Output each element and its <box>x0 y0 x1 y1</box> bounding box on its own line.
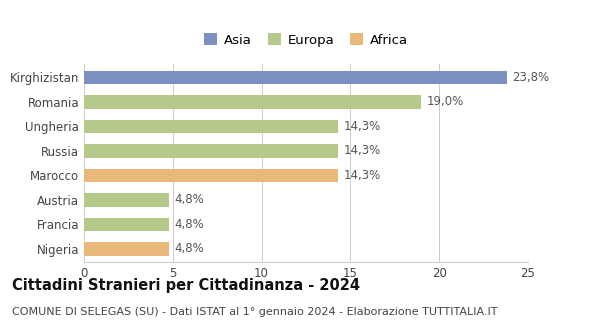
Text: 4,8%: 4,8% <box>175 243 205 255</box>
Bar <box>84 71 506 84</box>
Text: 14,3%: 14,3% <box>343 169 380 182</box>
Text: 4,8%: 4,8% <box>175 194 205 206</box>
Text: 14,3%: 14,3% <box>343 144 380 157</box>
Text: Cittadini Stranieri per Cittadinanza - 2024: Cittadini Stranieri per Cittadinanza - 2… <box>12 278 360 293</box>
Text: 4,8%: 4,8% <box>175 218 205 231</box>
Legend: Asia, Europa, Africa: Asia, Europa, Africa <box>202 31 410 50</box>
Text: COMUNE DI SELEGAS (SU) - Dati ISTAT al 1° gennaio 2024 - Elaborazione TUTTITALIA: COMUNE DI SELEGAS (SU) - Dati ISTAT al 1… <box>12 307 497 317</box>
Bar <box>84 218 169 231</box>
Bar <box>84 144 338 158</box>
Bar <box>84 95 421 109</box>
Text: 19,0%: 19,0% <box>427 95 464 108</box>
Text: 14,3%: 14,3% <box>343 120 380 133</box>
Text: 23,8%: 23,8% <box>512 71 549 84</box>
Bar <box>84 120 338 133</box>
Bar <box>84 242 169 256</box>
Bar <box>84 169 338 182</box>
Bar <box>84 193 169 207</box>
